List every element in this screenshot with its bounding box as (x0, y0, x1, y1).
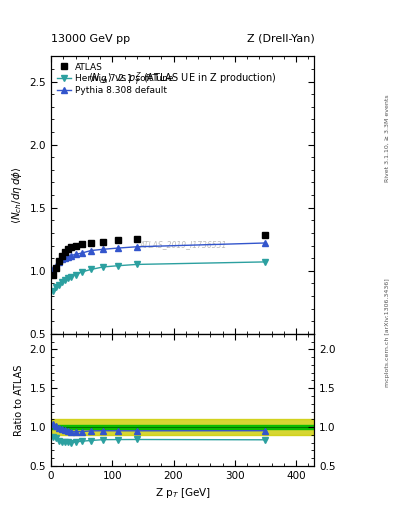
Pythia 8.308 default (134, 244, 139, 250)
Pythia 8.308 default (263, 240, 268, 246)
Herwig 7.2.1 softTune (134, 261, 139, 267)
Pythia 8.308 default (116, 245, 121, 251)
Y-axis label: $\langle N_{ch}/d\eta\,d\phi\rangle$: $\langle N_{ch}/d\eta\,d\phi\rangle$ (10, 166, 24, 224)
Line: ATLAS: ATLAS (49, 232, 269, 278)
Bar (51, 425, 314, 430)
ATLAS (263, 232, 268, 239)
X-axis label: Z p$_T$ [GeV]: Z p$_T$ [GeV] (155, 486, 211, 500)
Herwig 7.2.1 softTune (263, 259, 268, 265)
Bar (51, 419, 314, 435)
Text: Z (Drell-Yan): Z (Drell-Yan) (247, 33, 314, 44)
ATLAS (88, 240, 93, 246)
Pythia 8.308 default (56, 259, 61, 265)
Herwig 7.2.1 softTune (59, 279, 64, 285)
ATLAS (79, 241, 84, 247)
ATLAS (69, 244, 73, 250)
Line: Herwig 7.2.1 softTune: Herwig 7.2.1 softTune (50, 259, 268, 294)
ATLAS (73, 243, 78, 249)
Pythia 8.308 default (88, 247, 93, 253)
Herwig 7.2.1 softTune (116, 263, 121, 269)
Herwig 7.2.1 softTune (73, 271, 78, 278)
ATLAS (56, 258, 61, 264)
Text: Rivet 3.1.10, ≥ 3.3M events: Rivet 3.1.10, ≥ 3.3M events (385, 94, 389, 182)
ATLAS (134, 236, 139, 242)
Pythia 8.308 default (101, 246, 105, 252)
ATLAS (62, 249, 67, 255)
ATLAS (50, 271, 55, 278)
Herwig 7.2.1 softTune (50, 288, 55, 294)
Herwig 7.2.1 softTune (79, 269, 84, 275)
Pythia 8.308 default (73, 251, 78, 258)
Pythia 8.308 default (50, 266, 55, 272)
Text: 13000 GeV pp: 13000 GeV pp (51, 33, 130, 44)
ATLAS (66, 246, 70, 252)
Text: ATLAS_2019_I1736531: ATLAS_2019_I1736531 (139, 241, 226, 249)
ATLAS (53, 265, 58, 271)
Herwig 7.2.1 softTune (66, 275, 70, 282)
Herwig 7.2.1 softTune (56, 282, 61, 288)
Text: $\langle N_{ch}\rangle$ vs $p_T^Z$ (ATLAS UE in Z production): $\langle N_{ch}\rangle$ vs $p_T^Z$ (ATLA… (88, 70, 277, 87)
Y-axis label: Ratio to ATLAS: Ratio to ATLAS (14, 364, 24, 436)
Pythia 8.308 default (69, 252, 73, 259)
Pythia 8.308 default (66, 254, 70, 260)
ATLAS (116, 238, 121, 244)
Herwig 7.2.1 softTune (88, 266, 93, 272)
Pythia 8.308 default (62, 255, 67, 261)
Herwig 7.2.1 softTune (62, 276, 67, 283)
ATLAS (59, 252, 64, 259)
Herwig 7.2.1 softTune (53, 284, 58, 290)
Legend: ATLAS, Herwig 7.2.1 softTune, Pythia 8.308 default: ATLAS, Herwig 7.2.1 softTune, Pythia 8.3… (55, 61, 175, 97)
Line: Pythia 8.308 default: Pythia 8.308 default (50, 240, 268, 272)
Text: mcplots.cern.ch [arXiv:1306.3436]: mcplots.cern.ch [arXiv:1306.3436] (385, 279, 389, 387)
ATLAS (101, 239, 105, 245)
Herwig 7.2.1 softTune (69, 274, 73, 280)
Pythia 8.308 default (59, 257, 64, 263)
Herwig 7.2.1 softTune (101, 264, 105, 270)
Pythia 8.308 default (53, 263, 58, 269)
Pythia 8.308 default (79, 250, 84, 256)
